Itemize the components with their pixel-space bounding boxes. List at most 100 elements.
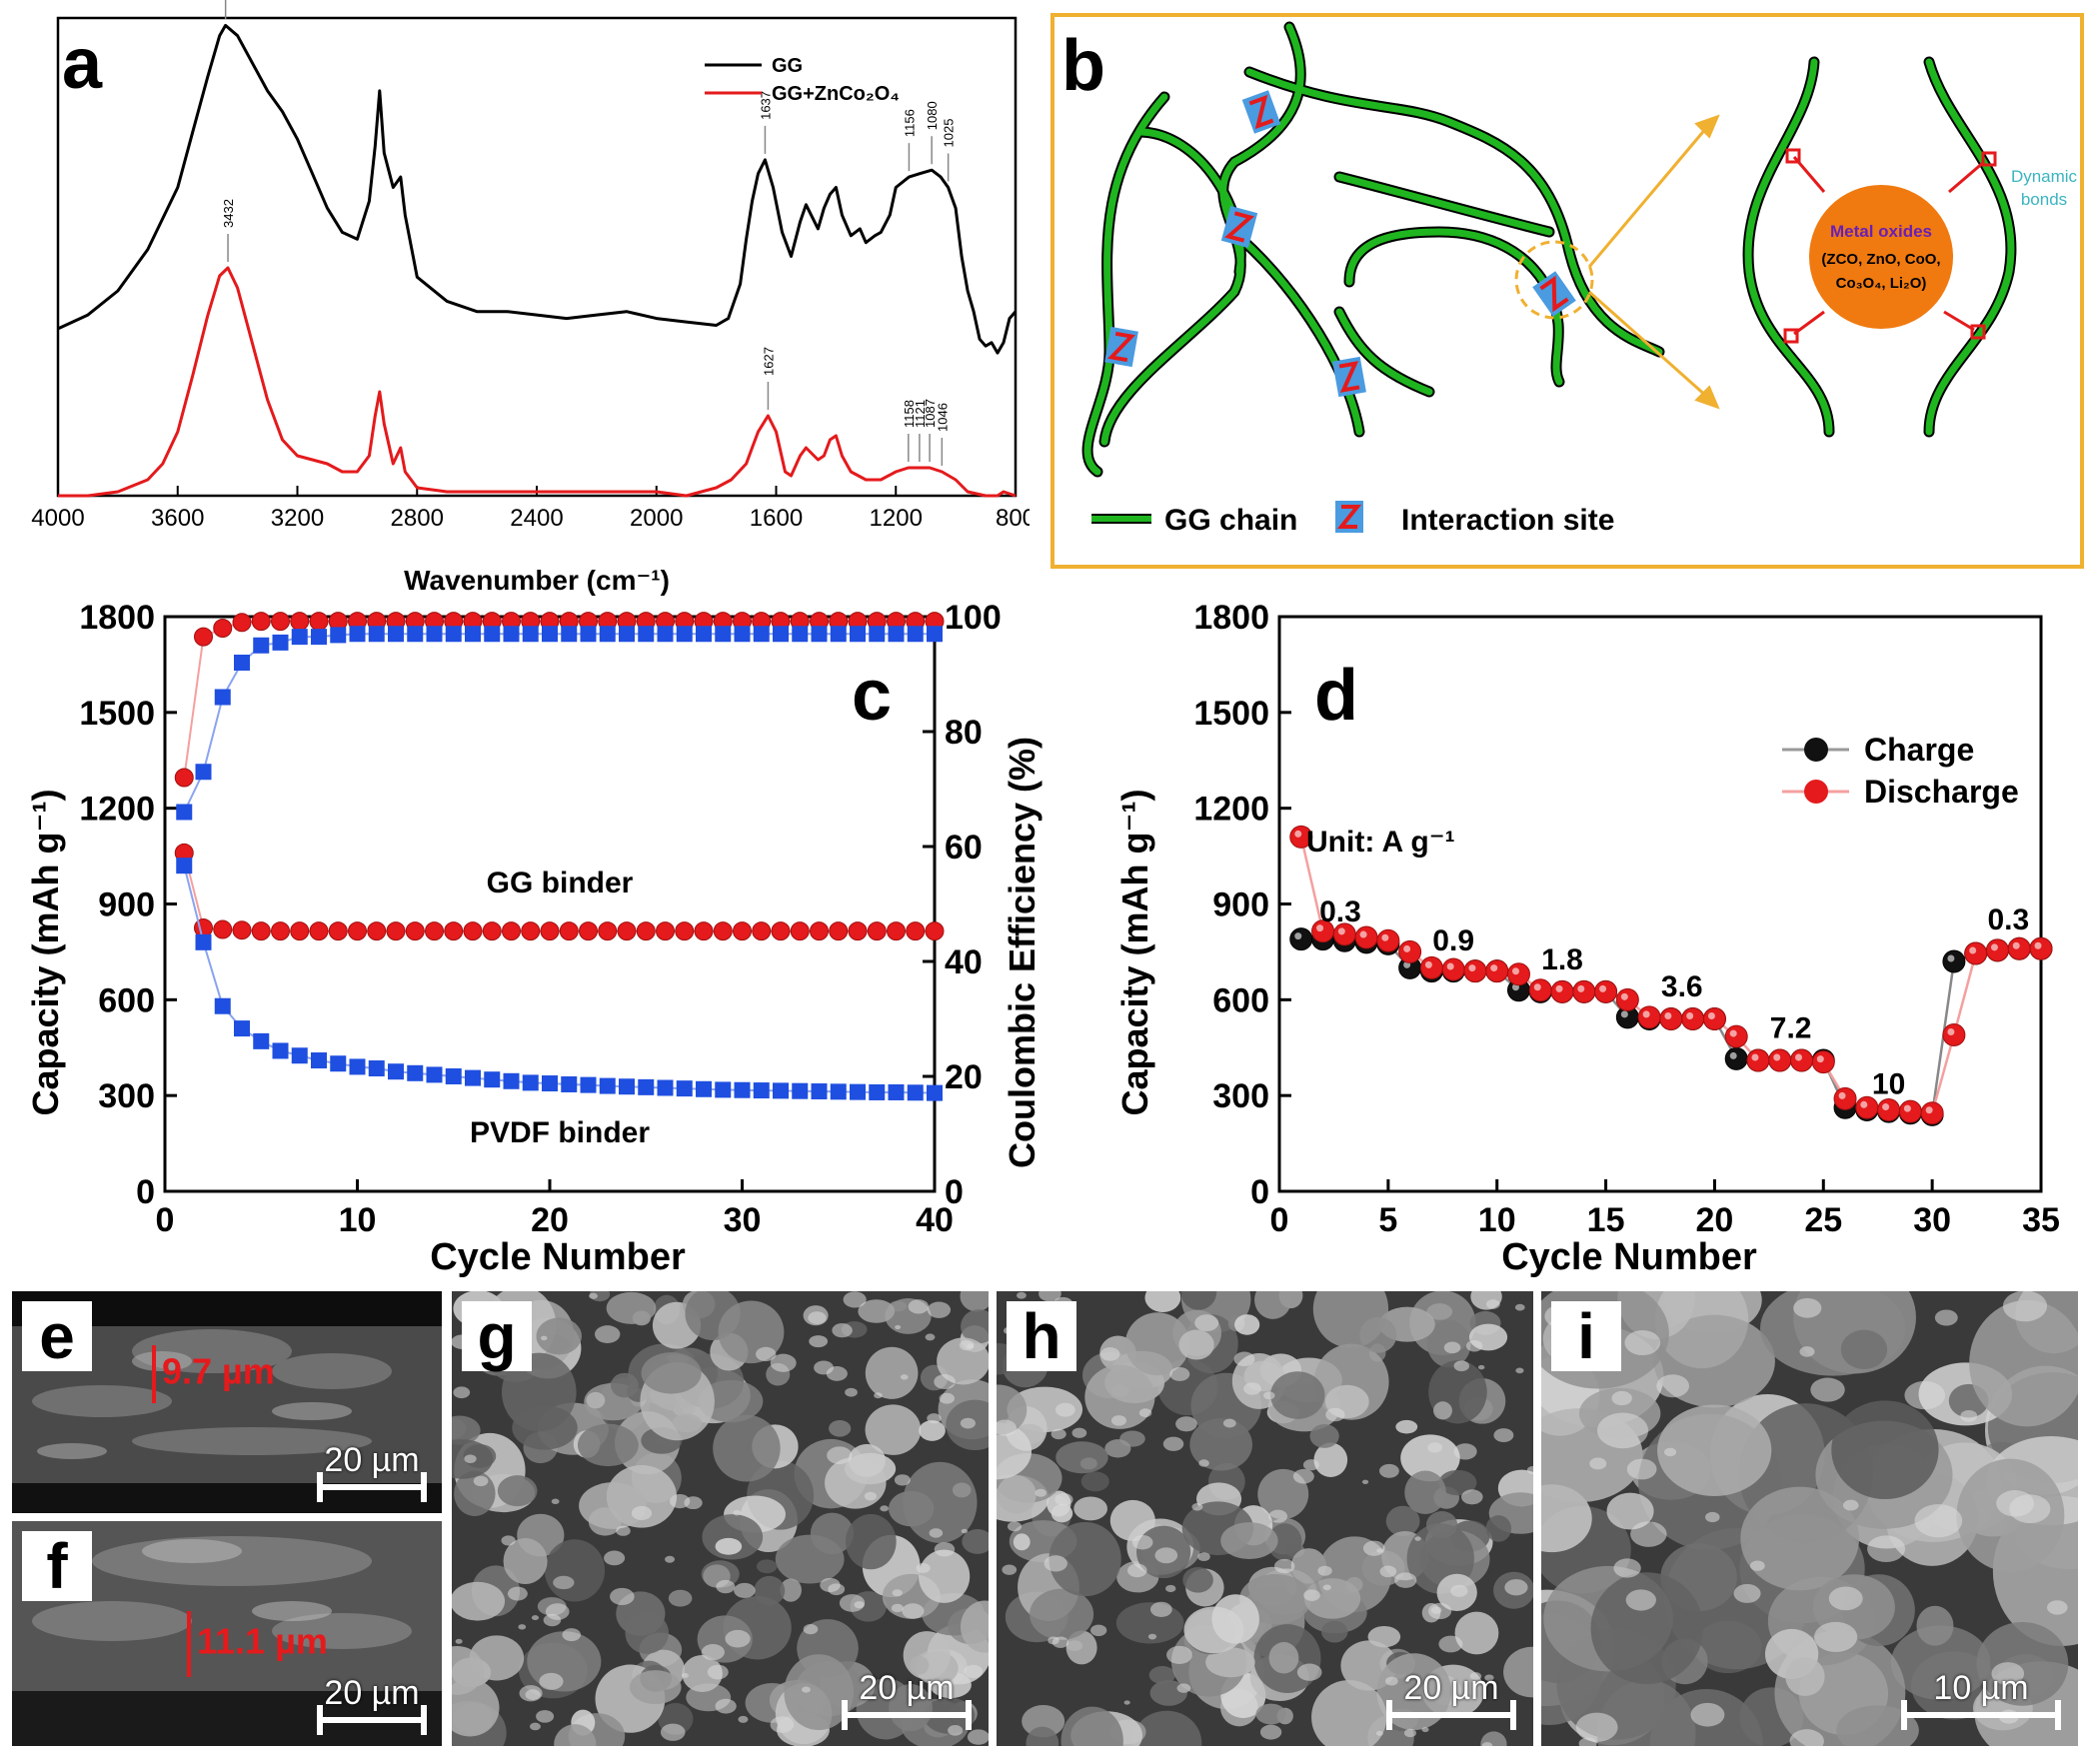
data-point-circle xyxy=(694,921,714,941)
y-tick-label: 1200 xyxy=(1193,791,1269,829)
data-point-square xyxy=(561,626,578,643)
data-point-square xyxy=(407,1064,424,1081)
sem-highlight xyxy=(1007,1521,1023,1532)
sem-particle xyxy=(1404,1470,1446,1515)
series-line xyxy=(183,865,936,1094)
sem-particle xyxy=(1785,1657,1825,1697)
data-point-charge xyxy=(1724,1046,1748,1070)
data-point-highlight xyxy=(1925,1106,1933,1114)
data-point-square xyxy=(792,626,809,643)
data-point-square xyxy=(291,1047,308,1064)
zoom-circle xyxy=(1514,240,1594,320)
legend-label-gg-znco2o4: GG+ZnCo₂O₄ xyxy=(772,83,900,105)
sem-particle xyxy=(1055,1441,1108,1474)
sem-letter-h: h xyxy=(1007,1300,1076,1372)
data-point-square xyxy=(484,626,501,643)
data-point-square xyxy=(734,626,751,643)
sem-texture-i xyxy=(1541,1291,2078,1746)
panel-a-xlabel: Wavenumber (cm⁻¹) xyxy=(404,565,670,596)
sem-highlight xyxy=(1867,1535,1906,1562)
sem-particle xyxy=(1916,1605,1954,1646)
sem-highlight xyxy=(541,1335,548,1341)
data-point-highlight xyxy=(1490,964,1498,972)
data-point-square xyxy=(753,626,770,643)
sem-highlight xyxy=(1222,1418,1236,1428)
sem-highlight xyxy=(1379,1565,1397,1578)
sem-particle xyxy=(1438,1469,1477,1496)
sem-highlight xyxy=(900,1374,909,1380)
data-point-square xyxy=(465,626,481,643)
sem-particle xyxy=(1367,1625,1401,1648)
sem-particle xyxy=(919,1420,946,1441)
data-point-circle xyxy=(405,921,425,941)
panel-d-letter: d xyxy=(1314,656,1358,736)
data-point-square xyxy=(599,1077,616,1094)
sem-highlight xyxy=(916,1563,931,1573)
sem-particle xyxy=(1831,1400,1939,1500)
sem-highlight xyxy=(1071,1427,1087,1438)
sem-particle xyxy=(1836,1705,1919,1746)
data-point-circle xyxy=(636,921,656,941)
sem-highlight xyxy=(967,1729,989,1745)
data-point-square xyxy=(445,626,462,643)
data-point-square xyxy=(773,626,789,643)
scalebar-i: 10 µm xyxy=(1901,1669,2061,1730)
data-point-discharge xyxy=(1790,1048,1814,1072)
sem-highlight xyxy=(1361,1479,1369,1484)
sem-highlight xyxy=(1453,1443,1477,1460)
sem-highlight xyxy=(895,1324,902,1330)
sem-highlight xyxy=(1656,1374,1690,1398)
sem-letter-g: g xyxy=(462,1300,532,1372)
sem-highlight xyxy=(1110,1415,1126,1426)
sem-highlight xyxy=(1484,1674,1494,1681)
y-tick-label: 1800 xyxy=(1193,599,1269,637)
thickness-f: 11.1 µm xyxy=(187,1611,328,1677)
rate-labels: 0.3 0.9 1.8 3.6 7.2 10 0.3 xyxy=(1319,895,2029,1101)
sem-highlight xyxy=(948,1725,964,1736)
data-point-highlight xyxy=(1381,933,1389,941)
data-point-circle xyxy=(810,921,829,941)
sem-highlight xyxy=(827,1446,853,1465)
sem-particle xyxy=(1048,1521,1121,1597)
sem-highlight xyxy=(934,1374,956,1390)
sem-particle xyxy=(1205,1647,1255,1678)
x-tick-label: 10 xyxy=(339,1201,377,1239)
y2-tick-label: 100 xyxy=(945,599,1002,637)
scalebar-h: 20 µm xyxy=(1386,1669,1516,1730)
data-point-circle xyxy=(887,921,906,941)
sem-highlight xyxy=(1162,1436,1184,1451)
data-point-discharge xyxy=(1550,979,1574,1003)
x-tick-label: 2400 xyxy=(510,505,563,532)
sem-letter-i: i xyxy=(1551,1300,1621,1372)
data-point-square xyxy=(811,1083,828,1100)
sem-highlight xyxy=(1991,1662,2025,1685)
data-point-square xyxy=(272,634,289,651)
legend-interaction-site-swatch xyxy=(1335,501,1363,533)
sem-image-g: g 20 µm xyxy=(452,1291,989,1746)
sem-highlight xyxy=(1198,1459,1209,1467)
panel-c-letter: c xyxy=(852,656,892,736)
data-point-discharge xyxy=(1376,928,1400,952)
metal-oxides-list-2: Co₃O₄, Li₂O) xyxy=(1836,275,1927,292)
sem-particle xyxy=(1022,1705,1065,1738)
panel-c-ylabel: Capacity (mAh g⁻¹) xyxy=(25,789,66,1115)
peak-label: 1025 xyxy=(942,119,957,148)
data-point-discharge xyxy=(1985,938,2009,962)
sem-highlight xyxy=(1789,1729,1824,1746)
data-point-charge xyxy=(1942,949,1966,973)
sem-highlight xyxy=(610,1587,635,1606)
data-point-highlight xyxy=(1555,984,1563,992)
sem-particle xyxy=(1376,1653,1452,1731)
data-point-square xyxy=(503,626,520,643)
data-point-circle xyxy=(598,921,618,941)
sem-particle xyxy=(1080,1471,1109,1492)
sem-particle xyxy=(1400,1434,1460,1482)
zoom-chains xyxy=(1744,58,2015,436)
data-point-square xyxy=(407,626,424,643)
data-point-highlight xyxy=(1860,1100,1868,1108)
sem-particle xyxy=(1313,1442,1348,1477)
sem-highlight xyxy=(1453,1360,1469,1372)
data-point-discharge xyxy=(1594,979,1618,1003)
data-point-square xyxy=(368,626,385,643)
panel-a-letter: a xyxy=(62,24,103,104)
